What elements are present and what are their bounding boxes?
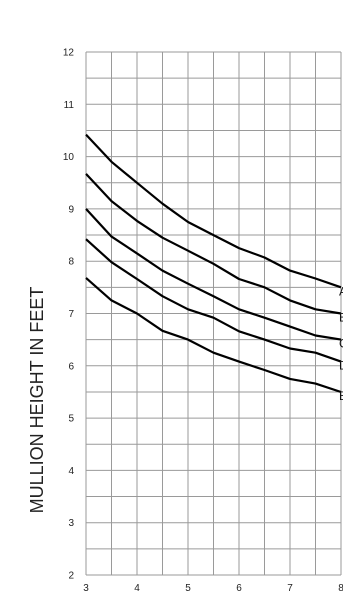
curve-label: E — [339, 389, 343, 403]
y-axis-ticks: 2 3 4 5 6 7 8 9 10 11 12 — [63, 48, 75, 582]
x-axis-ticks: 3 4 5 6 7 8 — [83, 583, 343, 594]
y-tick-label: 6 — [68, 361, 74, 372]
x-tick-label: 8 — [338, 583, 343, 594]
chart-series — [85, 133, 342, 394]
series-line-a — [85, 133, 342, 289]
y-tick-label: 5 — [68, 414, 74, 425]
y-tick-label: 9 — [68, 204, 74, 215]
curve-label: D — [339, 359, 343, 373]
y-tick-label: 2 — [68, 571, 74, 582]
y-tick-label: 4 — [68, 466, 74, 477]
x-tick-label: 6 — [236, 583, 242, 594]
y-tick-label: 7 — [68, 309, 74, 320]
x-tick-label: 3 — [83, 583, 89, 594]
y-tick-label: 12 — [63, 48, 75, 59]
chart-grid — [85, 51, 342, 576]
series-line-d — [85, 238, 342, 363]
curve-label: B — [339, 311, 343, 325]
series-line-e — [85, 277, 342, 394]
curve-labels: ABCD E — [339, 284, 343, 403]
series-line-c — [85, 208, 342, 341]
y-tick-label: 10 — [63, 152, 75, 163]
y-tick-label: 11 — [64, 100, 75, 111]
x-tick-label: 7 — [287, 583, 293, 594]
y-tick-label: 3 — [68, 518, 74, 529]
curve-label: C — [339, 337, 343, 351]
x-tick-label: 5 — [185, 583, 191, 594]
x-tick-label: 4 — [134, 583, 140, 594]
series-line-b — [85, 173, 342, 315]
y-tick-label: 8 — [68, 257, 74, 268]
curve-label: A — [339, 284, 343, 298]
y-axis-label: MULLION HEIGHT IN FEET — [27, 287, 47, 514]
